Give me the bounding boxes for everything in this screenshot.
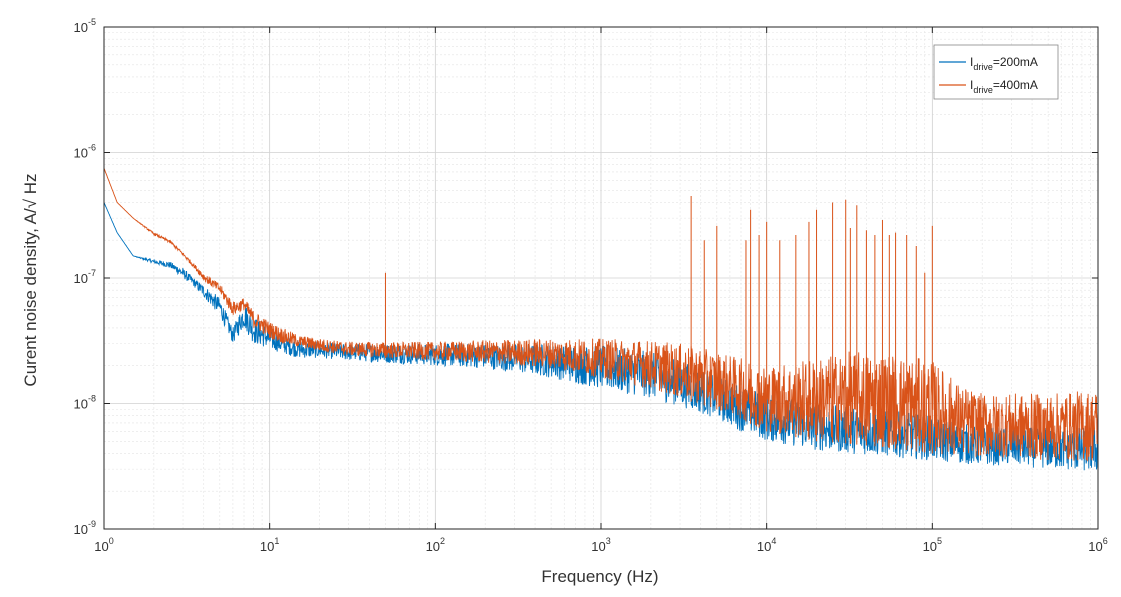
y-tick-label-exp: -7: [88, 268, 96, 278]
legend-entry-400mA-sub: drive: [973, 85, 993, 95]
x-tick-label-base: 10: [591, 539, 605, 554]
legend-box: [933, 44, 1059, 100]
x-tick-label-base: 10: [1088, 539, 1102, 554]
legend-entry-400mA: Idrive=400mA: [970, 78, 1038, 95]
x-tick-label-base: 10: [260, 539, 274, 554]
y-tick-label-exp: -5: [88, 17, 96, 27]
x-tick-label: 102: [426, 536, 445, 554]
legend-entry-200mA-main: I: [970, 55, 973, 69]
axis-ticks: [103, 26, 1099, 530]
x-tick-label: 105: [923, 536, 942, 554]
x-tick-label-exp: 0: [109, 536, 114, 546]
legend: Idrive=200mA Idrive=400mA: [933, 44, 1059, 100]
legend-entry-400mA-rest: =400mA: [993, 78, 1038, 92]
y-tick-label: 10-5: [74, 17, 96, 35]
legend-entry-200mA-rest: =200mA: [993, 55, 1038, 69]
legend-entry-200mA-sub: drive: [973, 62, 993, 72]
x-axis-label: Frequency (Hz): [541, 567, 658, 586]
y-tick-label-base: 10: [74, 146, 88, 161]
x-tick-label-base: 10: [94, 539, 108, 554]
y-tick-labels: 10-910-810-710-610-5: [74, 17, 96, 537]
x-tick-label-exp: 1: [274, 536, 279, 546]
y-axis-label: Curent noise density, A/√ Hz: [21, 173, 40, 386]
y-tick-label: 10-8: [74, 394, 96, 412]
legend-entry-400mA-main: I: [970, 78, 973, 92]
x-tick-label: 103: [591, 536, 610, 554]
x-tick-label-exp: 2: [440, 536, 445, 546]
x-tick-labels: 100 101 102 103 104 105 106: [94, 536, 1107, 554]
y-tick-label: 10-7: [74, 268, 96, 286]
x-tick-label: 106: [1088, 536, 1107, 554]
x-tick-label: 101: [260, 536, 279, 554]
y-tick-label-base: 10: [74, 20, 88, 35]
y-tick-label-exp: -8: [88, 394, 96, 404]
y-tick-label-base: 10: [74, 397, 88, 412]
y-tick-label: 10-9: [74, 519, 96, 537]
x-tick-label-exp: 3: [606, 536, 611, 546]
x-tick-label: 100: [94, 536, 113, 554]
x-tick-label: 104: [757, 536, 776, 554]
x-tick-label-base: 10: [923, 539, 937, 554]
legend-entry-200mA: Idrive=200mA: [970, 55, 1038, 72]
x-tick-label-exp: 5: [937, 536, 942, 546]
y-tick-label-base: 10: [74, 522, 88, 537]
x-tick-label-base: 10: [426, 539, 440, 554]
x-tick-label-exp: 4: [771, 536, 776, 546]
y-tick-label-base: 10: [74, 271, 88, 286]
y-tick-label-exp: -9: [88, 519, 96, 529]
x-tick-label-exp: 6: [1103, 536, 1108, 546]
y-tick-label: 10-6: [74, 143, 96, 161]
y-tick-label-exp: -6: [88, 143, 96, 153]
x-tick-label-base: 10: [757, 539, 771, 554]
